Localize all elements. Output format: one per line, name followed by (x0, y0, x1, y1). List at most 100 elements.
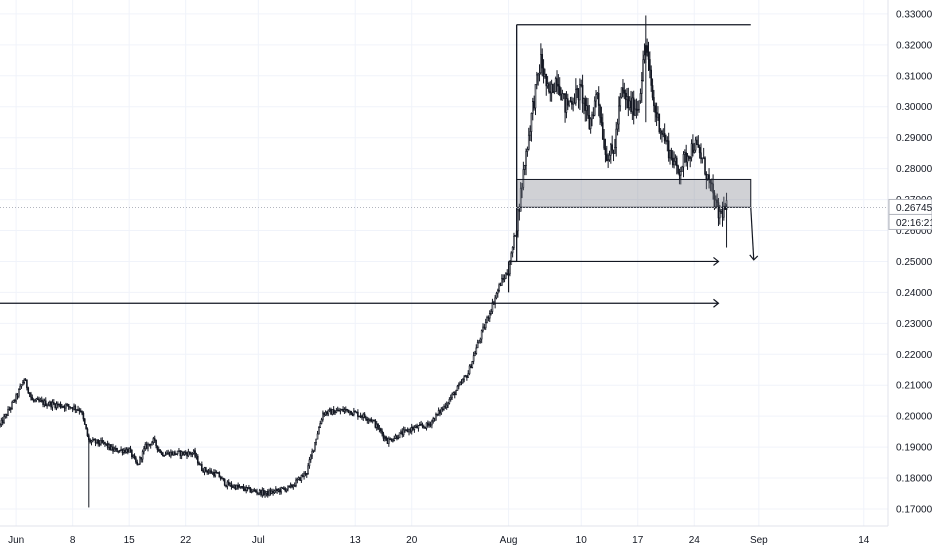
candle-body (495, 293, 498, 299)
candle-body (108, 444, 110, 448)
candle-body (697, 144, 700, 148)
candle-body (440, 408, 443, 414)
candle-body (304, 472, 307, 475)
y-tick-label: 0.19000 (896, 443, 932, 454)
candle-body (511, 247, 514, 254)
candle-body (421, 424, 424, 427)
candle-body (634, 108, 636, 116)
candle-body (66, 404, 69, 406)
candle-body (39, 400, 42, 402)
candle-body (401, 431, 404, 436)
candle-body (315, 438, 317, 443)
candle-body (180, 451, 183, 457)
candle-body (93, 438, 95, 441)
candle-body (541, 54, 544, 69)
candle-body (717, 202, 720, 219)
candle-body (14, 399, 16, 402)
candle-body (117, 451, 120, 453)
candle-body (71, 407, 74, 410)
candle-body (684, 152, 686, 155)
candle-body (581, 84, 584, 104)
candle-body (105, 443, 108, 445)
price-axis[interactable]: 0.17000 0.18000 0.19000 0.20000 0.21000 0.220… (887, 0, 932, 526)
candle-body (335, 410, 338, 413)
candle-body (79, 410, 82, 413)
candle-body (266, 491, 269, 496)
candle-body (642, 59, 644, 81)
projection-arrowhead[interactable] (749, 254, 759, 261)
candle-body (195, 455, 198, 458)
candle-body (199, 464, 202, 466)
candle-body (476, 342, 479, 349)
candle-body (568, 100, 570, 106)
candle-body (640, 79, 643, 94)
candle-body (402, 429, 405, 436)
candle-body (378, 428, 381, 430)
countdown-tag[interactable] (888, 213, 932, 230)
candle-body (557, 84, 560, 87)
candle-body (250, 491, 253, 493)
candle-body (354, 410, 357, 413)
candle-body (159, 449, 161, 453)
candle-body (689, 157, 692, 159)
candle-body (70, 407, 73, 409)
candle-body (389, 438, 391, 441)
candle-body (531, 101, 534, 114)
candle-body (120, 449, 122, 451)
candle-body (704, 157, 706, 175)
candle-body (330, 409, 332, 415)
candle-body (635, 108, 638, 111)
candle-body (96, 439, 98, 444)
candle-body (128, 448, 130, 453)
candle-body (136, 461, 139, 465)
candle-body (231, 486, 234, 488)
candle-body (686, 156, 689, 163)
candle-body (57, 403, 59, 406)
candle-body (435, 413, 437, 421)
candle-body (0, 419, 3, 425)
ray-line-lower-arrowhead[interactable] (713, 298, 720, 308)
candle-body (470, 365, 472, 369)
candle-body (34, 399, 36, 402)
candle-body (540, 54, 542, 73)
candle-body (129, 448, 132, 451)
candle-body (698, 147, 701, 154)
candle-body (133, 455, 136, 459)
candle-body (300, 475, 303, 481)
candle-body (626, 96, 628, 101)
candle-body (433, 418, 436, 421)
candle-body (414, 425, 417, 428)
support-zone-rectangle[interactable] (516, 178, 752, 208)
candle-body (671, 157, 674, 166)
candle-body (588, 115, 591, 129)
candle-body (692, 143, 694, 153)
projection-arrow[interactable] (750, 207, 755, 260)
candle-body (527, 134, 530, 150)
drawings[interactable] (0, 24, 888, 308)
candle-body (604, 147, 607, 155)
candle-body (659, 130, 662, 133)
candle-body (178, 450, 180, 453)
candle-body (456, 385, 459, 391)
y-tick-label: 0.24000 (896, 288, 932, 299)
candle-body (398, 432, 401, 439)
candle-body (474, 353, 476, 357)
candle-body (30, 393, 32, 398)
candle-body (679, 171, 682, 176)
candle-body (198, 462, 200, 466)
candle-body (22, 382, 24, 385)
candle-body (669, 150, 671, 159)
candle-body (236, 484, 238, 490)
candle-body (658, 113, 661, 133)
candle-body (365, 416, 367, 420)
time-axis[interactable]: Jun 8 15 22 Jul 13 20 Aug 10 17 24 Sep 14 (0, 525, 888, 546)
candle-body (377, 423, 379, 430)
candle-body (176, 450, 179, 454)
candle-body (610, 144, 612, 156)
candle-body (40, 400, 43, 402)
candle-body (358, 415, 361, 418)
candle-body (521, 186, 523, 189)
ray-line-upper-arrowhead[interactable] (713, 256, 720, 266)
